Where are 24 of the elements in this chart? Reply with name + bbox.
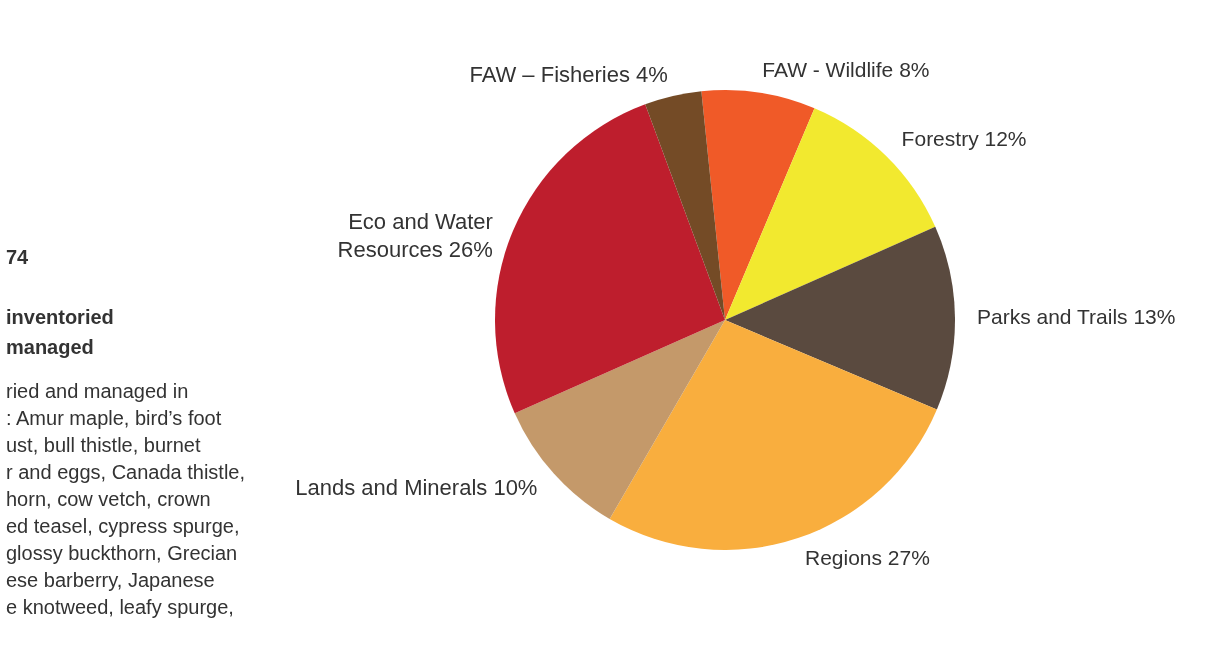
text: : Amur maple, bird’s foot [6,407,222,429]
slice-label: Lands and Minerals 10% [295,475,538,501]
slice-label: Regions 27% [804,545,930,569]
text: ried and managed in [6,380,189,402]
pie-slice [609,320,937,550]
pie-slice [725,226,955,410]
slice-label: FAW - Wildlife 8% [762,57,930,81]
text: ust, bull thistle, burnet [6,434,201,456]
text: glossy buckthorn, Grecian [6,542,238,564]
slice-label: Forestry 12% [901,127,1027,151]
text: inventoried [6,306,114,328]
text: ese barberry, Japanese [6,569,215,591]
text: managed [6,336,94,358]
text: e knotweed, leafy spurge, [6,596,234,618]
pie-slice [645,91,725,320]
slice-label: FAW – Fisheries 4% [469,61,668,87]
slice-label: Eco and Water Resources 26% [337,208,493,262]
pie-slice [495,104,725,414]
pie-slice [701,90,815,320]
text: horn, cow vetch, crown [6,488,211,510]
text: r and eggs, Canada thistle, [6,461,246,483]
slice-label: Parks and Trails 13% [976,304,1176,328]
text: ed teasel, cypress spurge, [6,515,240,537]
text: 74 [6,246,30,268]
